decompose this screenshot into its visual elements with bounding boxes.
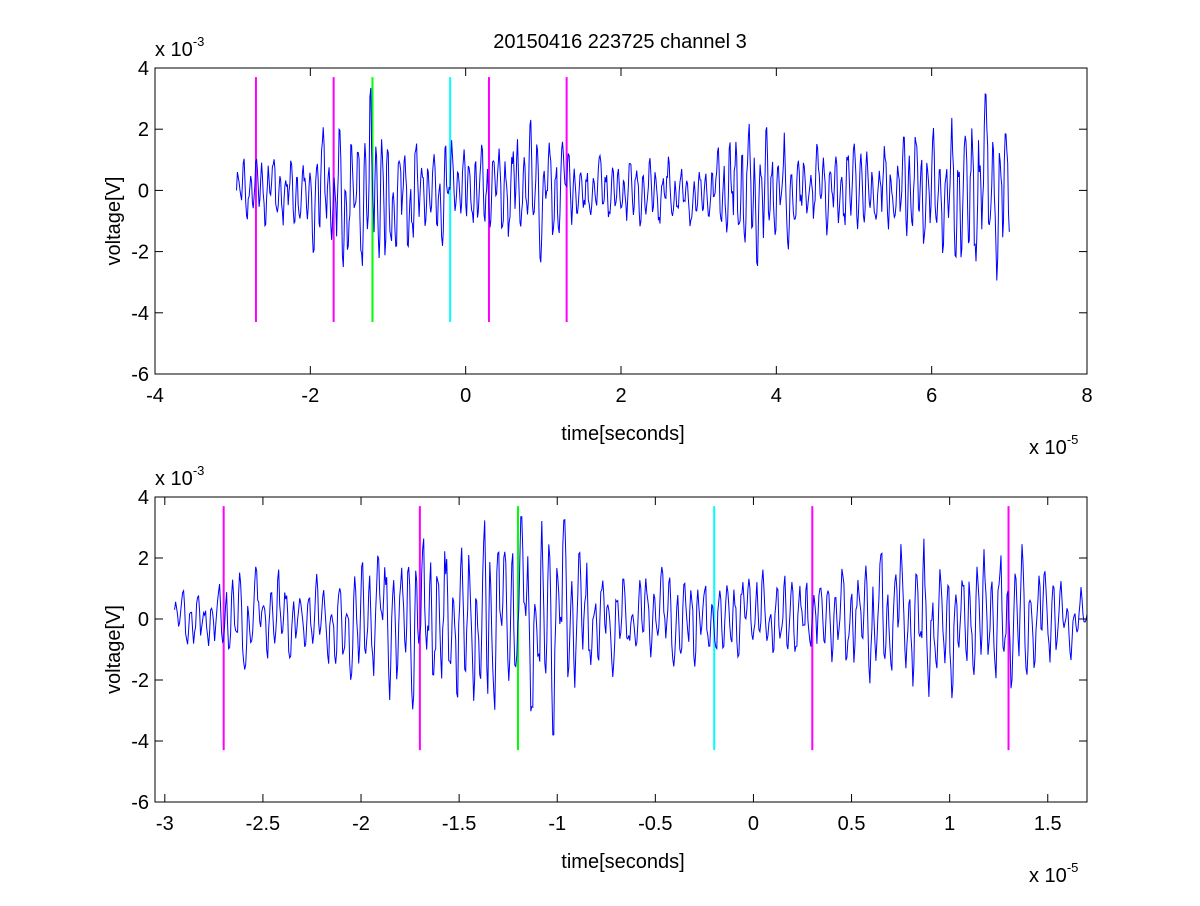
bottom-plot-y-tick-label: -4 bbox=[131, 731, 149, 753]
top-plot-x-tick-label: 8 bbox=[1081, 385, 1092, 407]
bottom-plot-y-tick-label: 4 bbox=[138, 487, 149, 509]
top-plot-x-tick-label: 6 bbox=[926, 385, 937, 407]
top-plot-y-tick-label: -4 bbox=[131, 303, 149, 325]
bottom-plot-x-label: time[seconds] bbox=[561, 851, 684, 873]
top-plot-x-tick-label: 2 bbox=[615, 385, 626, 407]
top-plot-x-exponent-power: -5 bbox=[1067, 432, 1079, 447]
bottom-plot-x-tick-label: 0.5 bbox=[838, 813, 866, 835]
bottom-plot-y-tick-label: 2 bbox=[138, 548, 149, 570]
top-plot-x-tick-label: 0 bbox=[460, 385, 471, 407]
top-plot-x-tick-label: -2 bbox=[301, 385, 319, 407]
bottom-plot-x-tick-label: -1 bbox=[548, 813, 566, 835]
top-plot-x-tick-label: -4 bbox=[146, 385, 164, 407]
bottom-plot-y-label: voltage[V] bbox=[103, 605, 125, 694]
bottom-plot-axes-box bbox=[154, 496, 1088, 803]
bottom-plot-y-tick-label: -2 bbox=[131, 670, 149, 692]
bottom-plot-x-tick-label: -0.5 bbox=[638, 813, 672, 835]
bottom-plot-x-exponent-base: x 10 bbox=[1029, 865, 1067, 887]
top-plot-y-tick-label: -2 bbox=[131, 242, 149, 264]
bottom-plot-markers bbox=[222, 506, 1010, 751]
bottom-plot-x-tick-label: -3 bbox=[156, 813, 174, 835]
top-plot-x-ticks: -4 -2 0 2 4 6 8 bbox=[146, 68, 1093, 407]
bottom-plot-y-tick-label: 0 bbox=[138, 609, 149, 631]
top-plot-y-exponent-power: -3 bbox=[193, 34, 205, 49]
top-plot-x-tick-label: 4 bbox=[771, 385, 782, 407]
bottom-plot: -3 -2.5 -2 -1.5 -1 -0.5 0 0.5 1 1.5 -6 -4 -2 0 2 4 tim… bbox=[103, 463, 1088, 887]
top-plot-y-tick-label: -6 bbox=[131, 364, 149, 386]
top-plot-x-label: time[seconds] bbox=[561, 423, 684, 445]
bottom-plot-y-exponent-base: x 10 bbox=[155, 468, 193, 490]
top-plot-x-exponent-base: x 10 bbox=[1029, 437, 1067, 459]
figure-title: 20150416 223725 channel 3 bbox=[493, 31, 747, 53]
bottom-plot-x-tick-label: 0 bbox=[748, 813, 759, 835]
top-plot-y-tick-label: 2 bbox=[138, 119, 149, 141]
bottom-plot-x-tick-label: -2 bbox=[352, 813, 370, 835]
top-plot-y-tick-label: 0 bbox=[138, 180, 149, 202]
bottom-plot-signal bbox=[174, 516, 1088, 736]
bottom-plot-x-ticks: -3 -2.5 -2 -1.5 -1 -0.5 0 0.5 1 1.5 bbox=[156, 497, 1062, 835]
bottom-plot-x-tick-label: 1.5 bbox=[1034, 813, 1062, 835]
bottom-plot-x-exponent: x 10-5 bbox=[1029, 860, 1078, 887]
top-plot-y-exponent-base: x 10 bbox=[155, 39, 193, 61]
bottom-plot-y-tick-label: -6 bbox=[131, 792, 149, 814]
bottom-plot-x-tick-label: -2.5 bbox=[246, 813, 280, 835]
top-plot-y-label: voltage[V] bbox=[103, 177, 125, 266]
top-plot-x-exponent: x 10-5 bbox=[1029, 432, 1078, 459]
bottom-plot-x-tick-label: 1 bbox=[944, 813, 955, 835]
top-plot-y-ticks: -6 -4 -2 0 2 4 bbox=[131, 58, 1087, 386]
top-plot-y-tick-label: 4 bbox=[138, 58, 149, 80]
bottom-plot-y-ticks: -6 -4 -2 0 2 4 bbox=[131, 487, 1087, 814]
bottom-plot-y-exponent: x 10-3 bbox=[155, 463, 204, 490]
bottom-plot-x-tick-label: -1.5 bbox=[442, 813, 476, 835]
top-plot-signal bbox=[236, 87, 1010, 281]
bottom-plot-x-exponent-power: -5 bbox=[1067, 860, 1079, 875]
top-plot-y-exponent: x 10-3 bbox=[155, 34, 204, 61]
bottom-plot-y-exponent-power: -3 bbox=[193, 463, 205, 478]
